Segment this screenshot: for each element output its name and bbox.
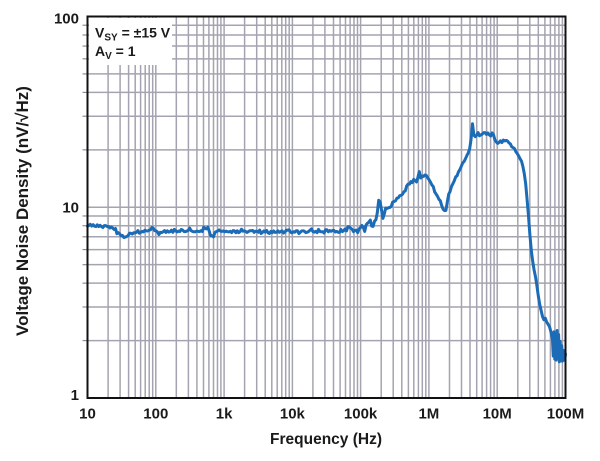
svg-text:100: 100 xyxy=(54,11,79,28)
svg-text:Frequency (Hz): Frequency (Hz) xyxy=(270,431,382,448)
svg-text:VSY = ±15 V: VSY = ±15 V xyxy=(95,25,171,44)
svg-text:10M: 10M xyxy=(483,406,512,423)
svg-text:100k: 100k xyxy=(344,406,378,423)
svg-text:1k: 1k xyxy=(216,406,233,423)
svg-text:1: 1 xyxy=(71,387,79,404)
svg-text:10k: 10k xyxy=(280,406,306,423)
svg-text:10: 10 xyxy=(79,406,96,423)
svg-text:100: 100 xyxy=(143,406,168,423)
svg-text:10: 10 xyxy=(62,200,79,217)
svg-text:Voltage Noise Density (nV/√Hz): Voltage Noise Density (nV/√Hz) xyxy=(13,86,32,336)
svg-text:100M: 100M xyxy=(547,406,585,423)
svg-text:1M: 1M xyxy=(418,406,439,423)
